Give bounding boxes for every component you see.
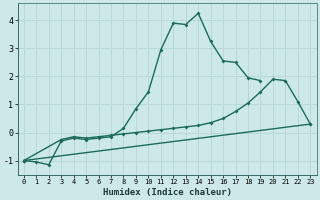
X-axis label: Humidex (Indice chaleur): Humidex (Indice chaleur) (103, 188, 232, 197)
